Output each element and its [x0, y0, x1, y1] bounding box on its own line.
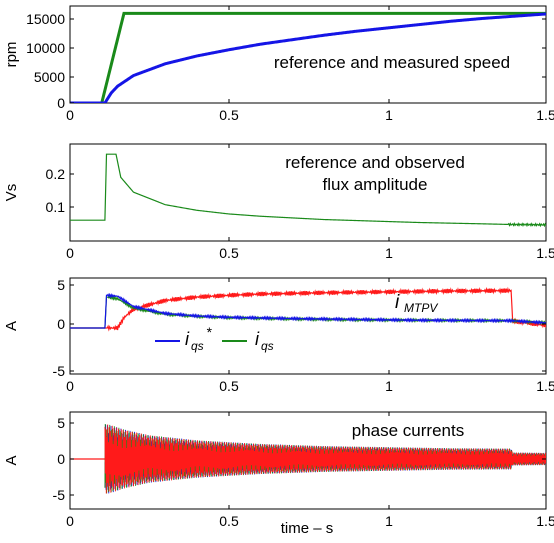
x-tick-label: 1 — [385, 513, 393, 529]
x-tick-label: 1 — [385, 378, 393, 394]
green-series-line — [70, 153, 546, 228]
y-tick-label: 5 — [57, 415, 65, 431]
plot-area — [70, 153, 546, 228]
iqs-star-label: i — [185, 329, 190, 349]
blue-series-line — [70, 292, 546, 329]
x-tick-label: 1.5 — [536, 107, 554, 123]
y-tick-label: 0 — [57, 451, 65, 467]
speed-annotation: reference and measured speed — [274, 53, 510, 72]
mtpv-label: i — [395, 292, 400, 313]
y-tick-label: 0.2 — [46, 166, 66, 182]
y-tick-label: 0.1 — [46, 199, 66, 215]
x-tick-label: 1.5 — [536, 513, 554, 529]
y-axis-label: Vs — [3, 184, 20, 202]
y-tick-label: 15000 — [26, 11, 65, 27]
plot-frame — [69, 143, 547, 242]
x-tick-label: 1 — [385, 107, 393, 123]
iqs-star-superscript: * — [206, 324, 212, 340]
phase-currents-annotation: phase currents — [352, 421, 464, 440]
flux-annotation-line: reference and observed — [285, 153, 465, 172]
plot-area — [70, 11, 546, 103]
red-series-line — [70, 286, 546, 332]
y-tick-label: -5 — [53, 363, 66, 379]
plot-area — [70, 286, 546, 332]
green-series-line — [70, 11, 546, 103]
speed-panel: 0 0.5 1 1.5 0 5000 10000 15000 rpm reference and … — [3, 5, 554, 123]
y-axis-label: rpm — [3, 42, 20, 68]
iqs-subscript: qs — [261, 339, 274, 353]
mtpv-subscript: MTPV — [404, 301, 438, 315]
y-tick-label: 10000 — [26, 40, 65, 56]
flux-panel: 0 0.5 1 1.5 0.1 0.2 Vs reference and observed fl… — [3, 143, 554, 261]
y-tick-label: -5 — [53, 487, 66, 503]
y-tick-label: 0 — [57, 95, 65, 111]
x-tick-label: 0 — [66, 513, 74, 529]
y-axis-label: A — [3, 455, 20, 465]
y-tick-label: 5 — [57, 277, 65, 293]
iqs-label: i — [255, 329, 260, 349]
x-tick-label: 0.5 — [219, 513, 239, 529]
iqs-star-subscript: qs — [191, 339, 204, 353]
plot-frame — [69, 5, 547, 104]
x-tick-label: 1.5 — [536, 245, 554, 261]
y-axis-label: A — [3, 321, 20, 331]
x-tick-label: 0.5 — [219, 245, 239, 261]
flux-annotation-line: flux amplitude — [323, 175, 428, 194]
y-tick-label: 0 — [57, 316, 65, 332]
x-tick-label: 0.5 — [219, 378, 239, 394]
plot-area — [70, 423, 546, 494]
x-tick-label: 0 — [66, 107, 74, 123]
y-tick-label: 5000 — [34, 69, 65, 85]
x-tick-label: 0 — [66, 245, 74, 261]
red-phase-current — [104, 424, 546, 494]
x-tick-label: 0.5 — [219, 107, 239, 123]
x-tick-label: 1 — [385, 245, 393, 261]
x-tick-label: 1.5 — [536, 378, 554, 394]
x-axis-label: time – s — [281, 520, 334, 537]
blue-series-line — [70, 12, 546, 103]
x-tick-label: 0 — [66, 378, 74, 394]
